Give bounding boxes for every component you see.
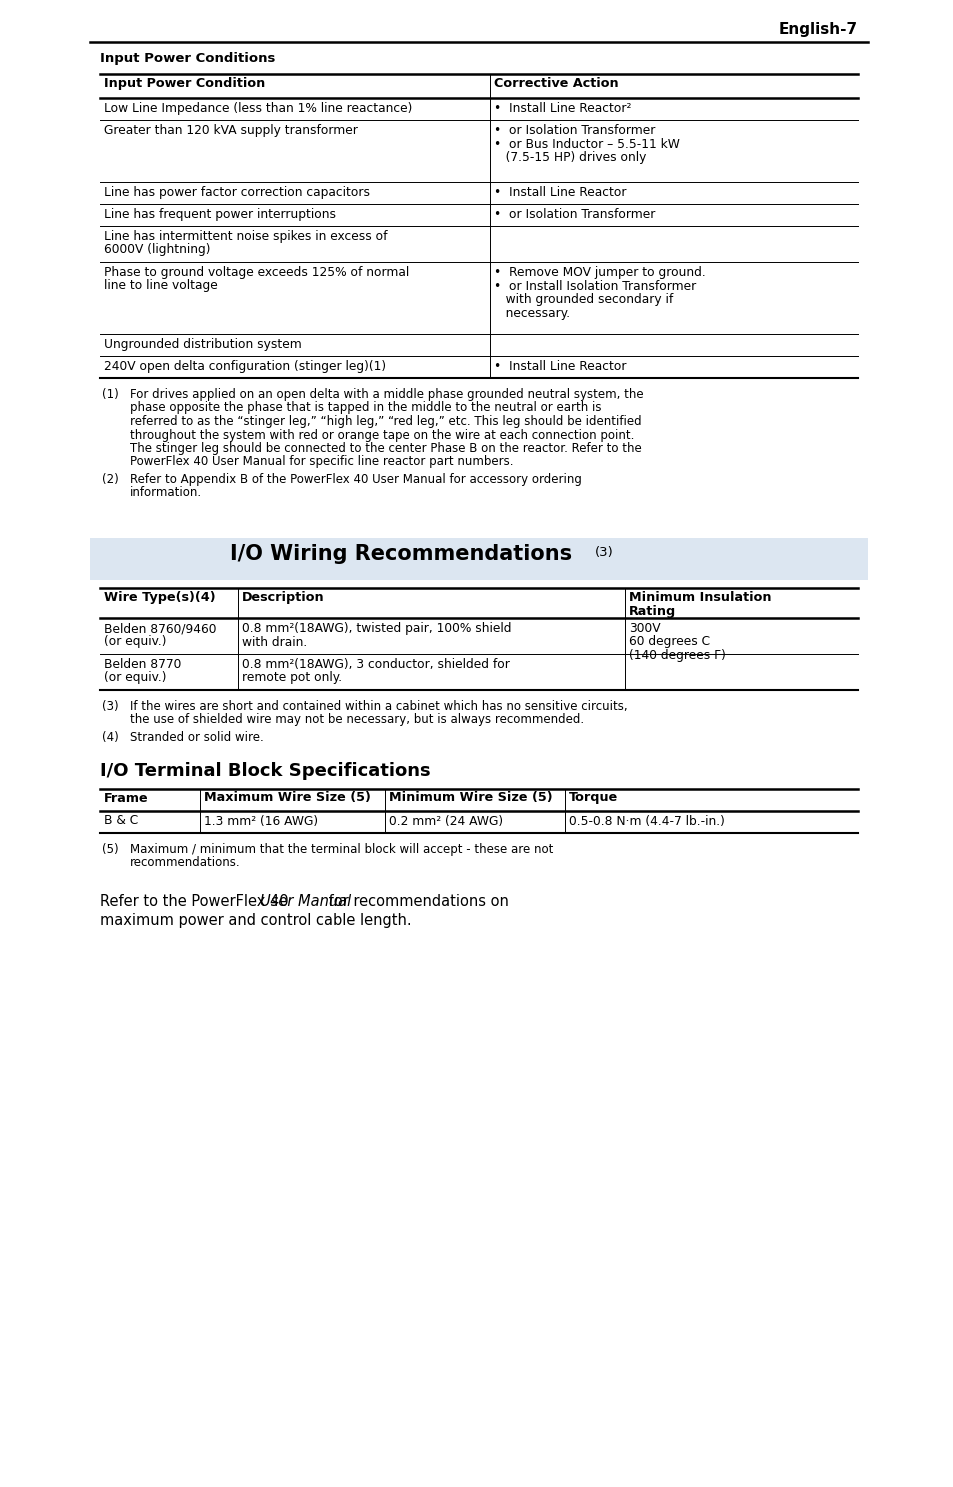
Text: •  Install Line Reactor: • Install Line Reactor <box>494 360 626 373</box>
Text: Belden 8770: Belden 8770 <box>104 659 181 671</box>
Text: •  Remove MOV jumper to ground.: • Remove MOV jumper to ground. <box>494 266 705 280</box>
Text: (3): (3) <box>102 700 118 712</box>
Text: For drives applied on an open delta with a middle phase grounded neutral system,: For drives applied on an open delta with… <box>130 388 643 401</box>
Text: (5): (5) <box>102 843 118 855</box>
Text: (2): (2) <box>102 473 118 486</box>
Text: Maximum Wire Size (5): Maximum Wire Size (5) <box>204 791 371 804</box>
Text: The stinger leg should be connected to the center Phase B on the reactor. Refer : The stinger leg should be connected to t… <box>130 442 641 455</box>
Text: maximum power and control cable length.: maximum power and control cable length. <box>100 913 411 928</box>
Text: throughout the system with red or orange tape on the wire at each connection poi: throughout the system with red or orange… <box>130 428 634 442</box>
Text: Minimum Wire Size (5): Minimum Wire Size (5) <box>389 791 552 804</box>
Text: •  Install Line Reactor: • Install Line Reactor <box>494 186 626 199</box>
Text: Line has frequent power interruptions: Line has frequent power interruptions <box>104 208 335 222</box>
Text: Line has intermittent noise spikes in excess of: Line has intermittent noise spikes in ex… <box>104 230 387 242</box>
Text: necessary.: necessary. <box>494 306 570 320</box>
Text: 0.8 mm²(18AWG), twisted pair, 100% shield: 0.8 mm²(18AWG), twisted pair, 100% shiel… <box>242 622 511 635</box>
Text: Ungrounded distribution system: Ungrounded distribution system <box>104 338 301 351</box>
Text: (140 degrees F): (140 degrees F) <box>628 648 725 662</box>
Text: Refer to Appendix B of the PowerFlex 40 User Manual for accessory ordering: Refer to Appendix B of the PowerFlex 40 … <box>130 473 581 486</box>
Text: Low Line Impedance (less than 1% line reactance): Low Line Impedance (less than 1% line re… <box>104 103 412 114</box>
Text: Torque: Torque <box>568 791 618 804</box>
Text: (7.5-15 HP) drives only: (7.5-15 HP) drives only <box>494 152 646 164</box>
Text: phase opposite the phase that is tapped in the middle to the neutral or earth is: phase opposite the phase that is tapped … <box>130 401 601 415</box>
Text: Line has power factor correction capacitors: Line has power factor correction capacit… <box>104 186 370 199</box>
Text: 0.8 mm²(18AWG), 3 conductor, shielded for: 0.8 mm²(18AWG), 3 conductor, shielded fo… <box>242 659 509 671</box>
Text: PowerFlex 40 User Manual for specific line reactor part numbers.: PowerFlex 40 User Manual for specific li… <box>130 455 513 468</box>
Text: Description: Description <box>242 590 324 604</box>
Text: Minimum Insulation: Minimum Insulation <box>628 590 771 604</box>
Text: remote pot only.: remote pot only. <box>242 672 342 684</box>
Text: Rating: Rating <box>628 605 676 617</box>
Text: Wire Type(s)(4): Wire Type(s)(4) <box>104 590 215 604</box>
Text: line to line voltage: line to line voltage <box>104 280 217 293</box>
Text: (or equiv.): (or equiv.) <box>104 672 167 684</box>
Text: User Manual: User Manual <box>259 894 351 909</box>
Text: •  or Bus Inductor – 5.5-11 kW: • or Bus Inductor – 5.5-11 kW <box>494 137 679 150</box>
Text: (or equiv.): (or equiv.) <box>104 635 167 648</box>
Text: •  or Install Isolation Transformer: • or Install Isolation Transformer <box>494 280 696 293</box>
Text: Input Power Condition: Input Power Condition <box>104 77 265 91</box>
Text: referred to as the “stinger leg,” “high leg,” “red leg,” etc. This leg should be: referred to as the “stinger leg,” “high … <box>130 415 641 428</box>
Text: 1.3 mm² (16 AWG): 1.3 mm² (16 AWG) <box>204 815 317 827</box>
Text: 300V: 300V <box>628 622 659 635</box>
Text: (1): (1) <box>102 388 118 401</box>
Text: 60 degrees C: 60 degrees C <box>628 635 709 648</box>
Text: (4): (4) <box>102 732 118 744</box>
Text: with drain.: with drain. <box>242 635 307 648</box>
Text: Belden 8760/9460: Belden 8760/9460 <box>104 622 216 635</box>
Text: Maximum / minimum that the terminal block will accept - these are not: Maximum / minimum that the terminal bloc… <box>130 843 553 855</box>
Text: 240V open delta configuration (stinger leg)(1): 240V open delta configuration (stinger l… <box>104 360 386 373</box>
Text: Frame: Frame <box>104 791 149 804</box>
Text: •  or Isolation Transformer: • or Isolation Transformer <box>494 123 655 137</box>
Text: Stranded or solid wire.: Stranded or solid wire. <box>130 732 263 744</box>
Text: 0.5-0.8 N·m (4.4-7 lb.-in.): 0.5-0.8 N·m (4.4-7 lb.-in.) <box>568 815 724 827</box>
Text: for recommendations on: for recommendations on <box>323 894 508 909</box>
Text: B & C: B & C <box>104 815 138 827</box>
Text: Refer to the PowerFlex 40: Refer to the PowerFlex 40 <box>100 894 293 909</box>
Text: If the wires are short and contained within a cabinet which has no sensitive cir: If the wires are short and contained wit… <box>130 700 627 712</box>
Text: I/O Terminal Block Specifications: I/O Terminal Block Specifications <box>100 763 430 781</box>
Text: I/O Wiring Recommendations: I/O Wiring Recommendations <box>230 544 572 564</box>
Text: 0.2 mm² (24 AWG): 0.2 mm² (24 AWG) <box>389 815 502 827</box>
Text: Corrective Action: Corrective Action <box>494 77 618 91</box>
Text: Greater than 120 kVA supply transformer: Greater than 120 kVA supply transformer <box>104 123 357 137</box>
Bar <box>90 538 867 580</box>
Text: information.: information. <box>130 486 202 500</box>
Text: (3): (3) <box>595 546 613 559</box>
Text: with grounded secondary if: with grounded secondary if <box>494 293 673 306</box>
Text: •  or Isolation Transformer: • or Isolation Transformer <box>494 208 655 222</box>
Text: the use of shielded wire may not be necessary, but is always recommended.: the use of shielded wire may not be nece… <box>130 714 583 727</box>
Text: Phase to ground voltage exceeds 125% of normal: Phase to ground voltage exceeds 125% of … <box>104 266 409 280</box>
Text: Input Power Conditions: Input Power Conditions <box>100 52 275 65</box>
Text: English-7: English-7 <box>778 22 857 37</box>
Text: 6000V (lightning): 6000V (lightning) <box>104 244 211 256</box>
Text: recommendations.: recommendations. <box>130 857 240 868</box>
Text: •  Install Line Reactor²: • Install Line Reactor² <box>494 103 631 114</box>
